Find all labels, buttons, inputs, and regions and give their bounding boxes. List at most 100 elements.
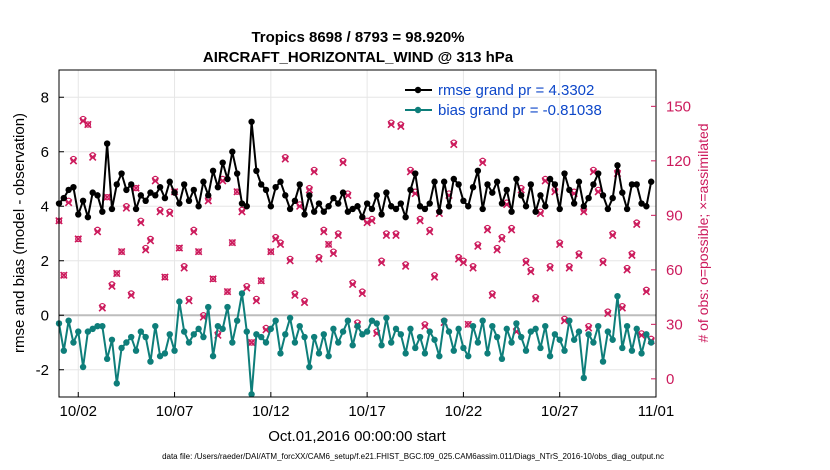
- bias-point: [647, 339, 655, 346]
- bias-point: [513, 320, 520, 327]
- assimilated-obs-marker: [194, 247, 203, 256]
- assimilated-obs-marker: [267, 247, 275, 256]
- rmse-point: [595, 170, 602, 177]
- rmse-point: [436, 208, 443, 215]
- rmse-point: [60, 194, 68, 202]
- bias-point: [142, 333, 149, 341]
- x-tick-label: 11/01: [638, 403, 674, 420]
- bias-point: [94, 322, 101, 330]
- assimilated-obs-marker: [334, 231, 343, 240]
- bias-point: [493, 333, 501, 341]
- y2-tick-label: 60: [666, 262, 683, 279]
- rmse-point: [301, 211, 308, 218]
- possible-obs-marker: [60, 272, 68, 279]
- assimilated-obs-marker: [165, 209, 174, 218]
- bias-point: [349, 342, 356, 349]
- assimilated-obs-marker: [252, 296, 261, 305]
- rmse-point: [258, 181, 265, 188]
- possible-obs-marker: [229, 239, 236, 246]
- assimilated-obs-marker: [84, 120, 92, 129]
- rmse-point: [450, 175, 457, 183]
- assimilated-obs-marker: [488, 291, 497, 300]
- rmse-point: [190, 186, 198, 194]
- y2-tick-label: 120: [666, 153, 691, 170]
- bias-point: [209, 352, 217, 360]
- assimilated-obs-marker: [575, 251, 583, 260]
- assimilated-obs-marker: [546, 264, 554, 272]
- rmse-point: [484, 181, 491, 188]
- rmse-point: [219, 159, 226, 166]
- rmse-point: [619, 189, 626, 196]
- possible-obs-marker: [258, 277, 265, 284]
- bias-point: [575, 328, 583, 335]
- rmse-point: [527, 181, 535, 188]
- assimilated-obs-marker: [324, 240, 333, 249]
- rmse-point: [75, 211, 82, 218]
- bias-point: [118, 344, 125, 352]
- bias-point: [272, 317, 279, 324]
- bias-point: [113, 380, 120, 387]
- y2-tick-label: 150: [666, 98, 691, 115]
- bias-point: [363, 328, 371, 335]
- rmse-point: [296, 181, 303, 188]
- assimilated-obs-marker: [382, 231, 391, 240]
- rmse-point: [306, 192, 313, 199]
- bias-point: [60, 347, 68, 354]
- rmse-point: [508, 208, 515, 215]
- rmse-point: [383, 189, 390, 196]
- assimilated-obs-marker: [469, 264, 477, 272]
- assimilated-obs-marker: [117, 247, 126, 256]
- rmse-point: [465, 203, 472, 210]
- bias-point: [152, 322, 159, 330]
- assimilated-obs-marker: [368, 217, 376, 225]
- axis-ticks: -2 0 2 4 6 8 10/02 10/07 10/12 10/17 10/22 10/27 11/…: [36, 89, 691, 420]
- rmse-point: [123, 186, 130, 194]
- rmse-point: [325, 203, 332, 210]
- bias-point: [460, 344, 467, 352]
- bias-point: [383, 314, 390, 322]
- bias-point: [546, 352, 554, 360]
- rmse-point: [229, 148, 236, 155]
- possible-obs-marker: [195, 248, 202, 255]
- assimilated-obs-marker: [628, 251, 636, 260]
- rmse-point: [474, 167, 482, 175]
- rmse-point: [113, 181, 120, 188]
- rmse-point: [580, 203, 587, 210]
- rmse-point: [200, 178, 207, 185]
- rmse-point: [522, 203, 530, 210]
- bias-point: [238, 290, 246, 297]
- rmse-point: [575, 178, 583, 185]
- rmse-point: [643, 203, 650, 210]
- assimilated-obs-marker: [69, 157, 78, 165]
- rmse-point: [118, 170, 125, 177]
- bias-point: [84, 328, 92, 335]
- bias-point: [397, 331, 405, 338]
- rmse-point: [89, 189, 96, 196]
- bias-point: [638, 350, 645, 357]
- assimilated-obs-marker: [392, 231, 400, 240]
- bias-point: [450, 347, 457, 354]
- assimilated-obs-marker: [632, 220, 641, 229]
- bias-point: [325, 352, 332, 360]
- bias-point: [556, 336, 563, 343]
- bias-point: [253, 331, 260, 338]
- assimilated-obs-marker: [527, 267, 535, 276]
- bias-point: [339, 328, 347, 335]
- assimilated-obs-marker: [238, 207, 246, 216]
- bias-point: [465, 352, 472, 360]
- assimilated-obs-marker: [522, 258, 530, 267]
- rmse-point: [238, 200, 246, 207]
- bias-point: [551, 331, 559, 338]
- rmse-point: [407, 186, 414, 194]
- rmse-point: [310, 208, 318, 215]
- bias-point: [489, 322, 496, 330]
- y2-axis-label: # of obs: o=possible; ×=assimilated: [695, 123, 711, 342]
- bias-point: [344, 317, 352, 324]
- bias-point: [277, 350, 284, 357]
- rmse-point: [590, 181, 597, 188]
- bias-point: [527, 328, 535, 335]
- rmse-point: [537, 192, 544, 199]
- assimilated-obs-marker: [185, 296, 193, 305]
- rmse-point: [224, 175, 231, 183]
- bias-point: [623, 322, 631, 330]
